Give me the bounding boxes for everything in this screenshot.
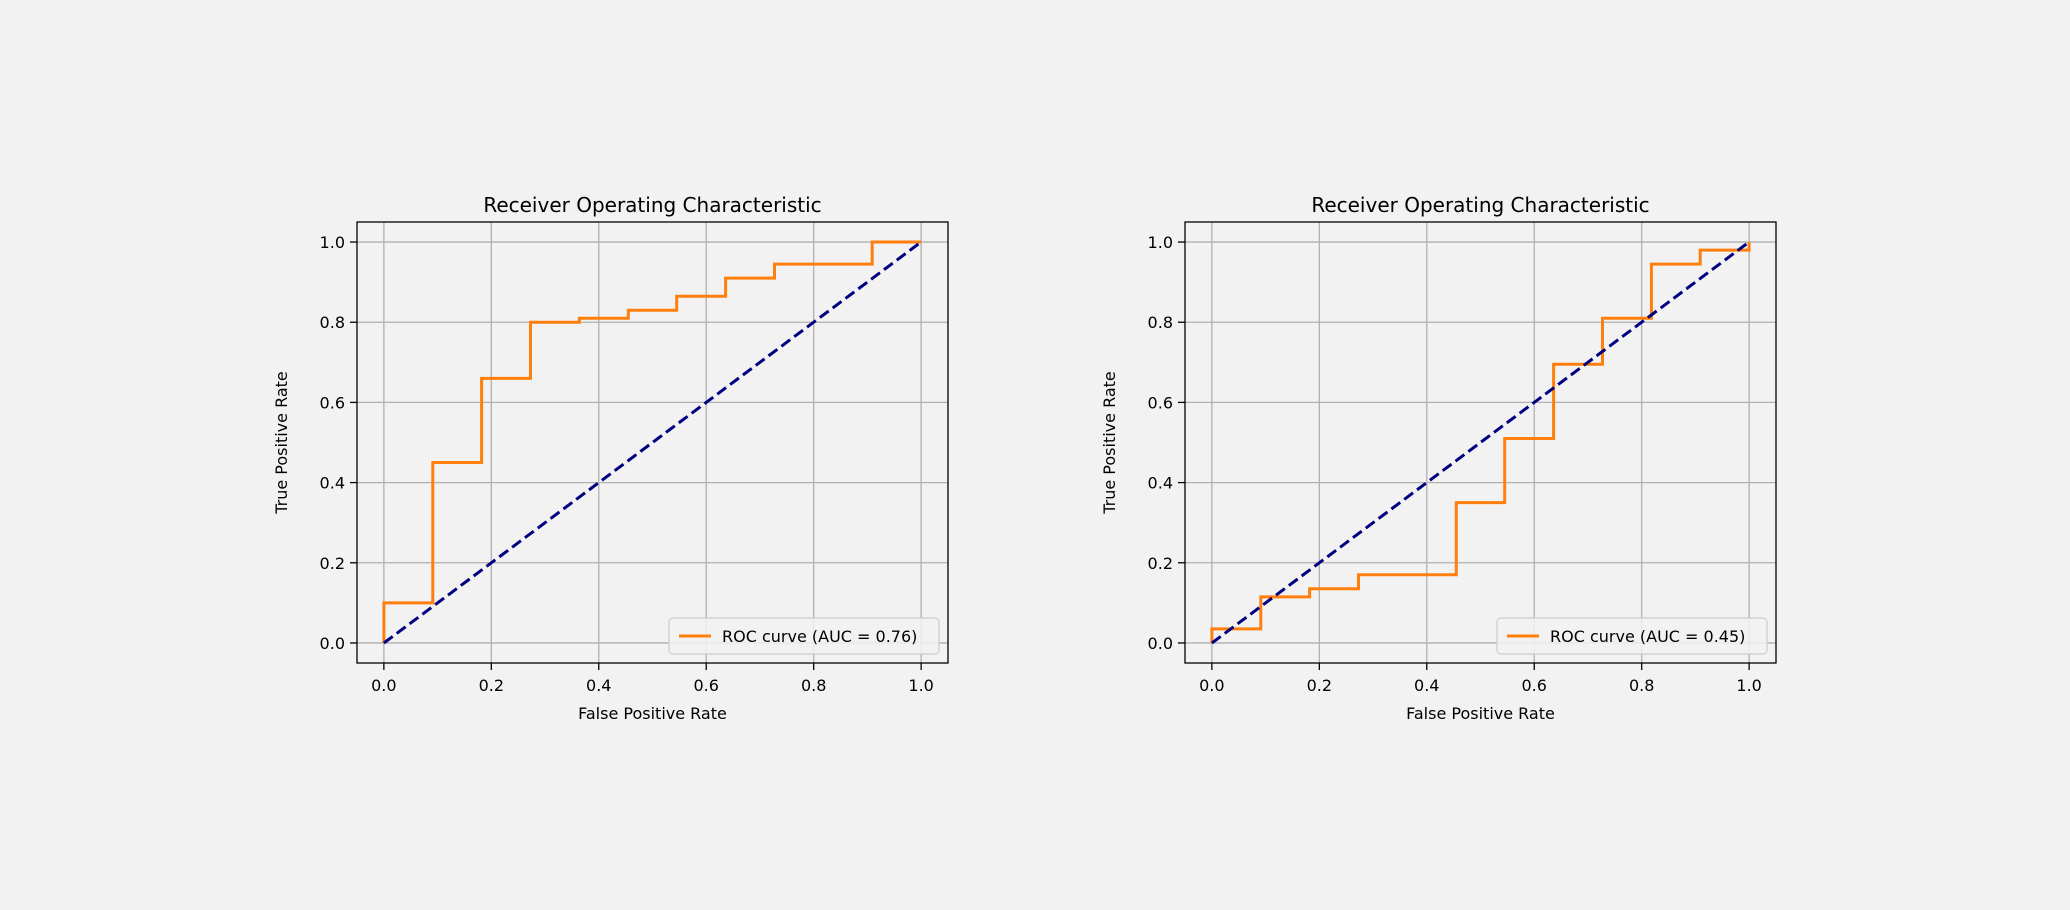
legend: ROC curve (AUC = 0.45) — [1496, 617, 1768, 655]
roc-curve-line — [382, 240, 922, 643]
y-tick-label: 0.0 — [1148, 634, 1173, 653]
y-tick-label: 0.6 — [320, 393, 345, 412]
axes-frame — [1184, 221, 1777, 664]
y-tick-label: 0.2 — [1148, 554, 1173, 573]
y-tick-label: 0.8 — [1148, 313, 1173, 332]
x-tick-label: 0.6 — [694, 676, 719, 695]
legend-box — [668, 617, 940, 655]
y-axis-label: True Positive Rate — [272, 371, 291, 515]
y-tick-label: 0.0 — [320, 634, 345, 653]
x-tick-label: 0.0 — [371, 676, 396, 695]
axes-frame — [356, 221, 949, 664]
y-axis-label: True Positive Rate — [1100, 371, 1119, 515]
y-tick-label: 1.0 — [1148, 233, 1173, 252]
x-tick-label: 0.2 — [479, 676, 504, 695]
x-tick-label: 0.4 — [1414, 676, 1439, 695]
y-tick-label: 0.4 — [320, 474, 345, 493]
x-tick-label: 1.0 — [1736, 676, 1761, 695]
chart-2: 0.0 0.2 0.4 0.6 0.8 1.0 0.0 0.2 0.4 0.6 0.8 1.0 Rece… — [1100, 193, 1777, 723]
y-tick-label: 0.2 — [320, 554, 345, 573]
y-tick-label: 0.8 — [320, 313, 345, 332]
x-tick-label: 0.8 — [1629, 676, 1654, 695]
chart-title: Receiver Operating Characteristic — [1311, 193, 1649, 217]
chart-title: Receiver Operating Characteristic — [483, 193, 821, 217]
x-tick-label: 0.0 — [1199, 676, 1224, 695]
legend-label: ROC curve (AUC = 0.45) — [1550, 627, 1745, 646]
chart-1: 0.0 0.2 0.4 0.6 0.8 1.0 0.0 0.2 0.4 0.6 0.8 1.0 Rece… — [272, 193, 949, 723]
x-tick-label: 0.8 — [801, 676, 826, 695]
x-axis-label: False Positive Rate — [1406, 704, 1555, 723]
x-axis-label: False Positive Rate — [578, 704, 727, 723]
roc-curve-line — [1210, 242, 1751, 643]
x-tick-label: 0.4 — [586, 676, 611, 695]
x-tick-label: 0.2 — [1307, 676, 1332, 695]
y-tick-label: 0.4 — [1148, 474, 1173, 493]
legend-box — [1496, 617, 1768, 655]
legend-label: ROC curve (AUC = 0.76) — [722, 627, 917, 646]
y-tick-label: 1.0 — [320, 233, 345, 252]
x-tick-label: 0.6 — [1522, 676, 1547, 695]
y-tick-label: 0.6 — [1148, 393, 1173, 412]
x-tick-label: 1.0 — [908, 676, 933, 695]
legend: ROC curve (AUC = 0.76) — [668, 617, 940, 655]
